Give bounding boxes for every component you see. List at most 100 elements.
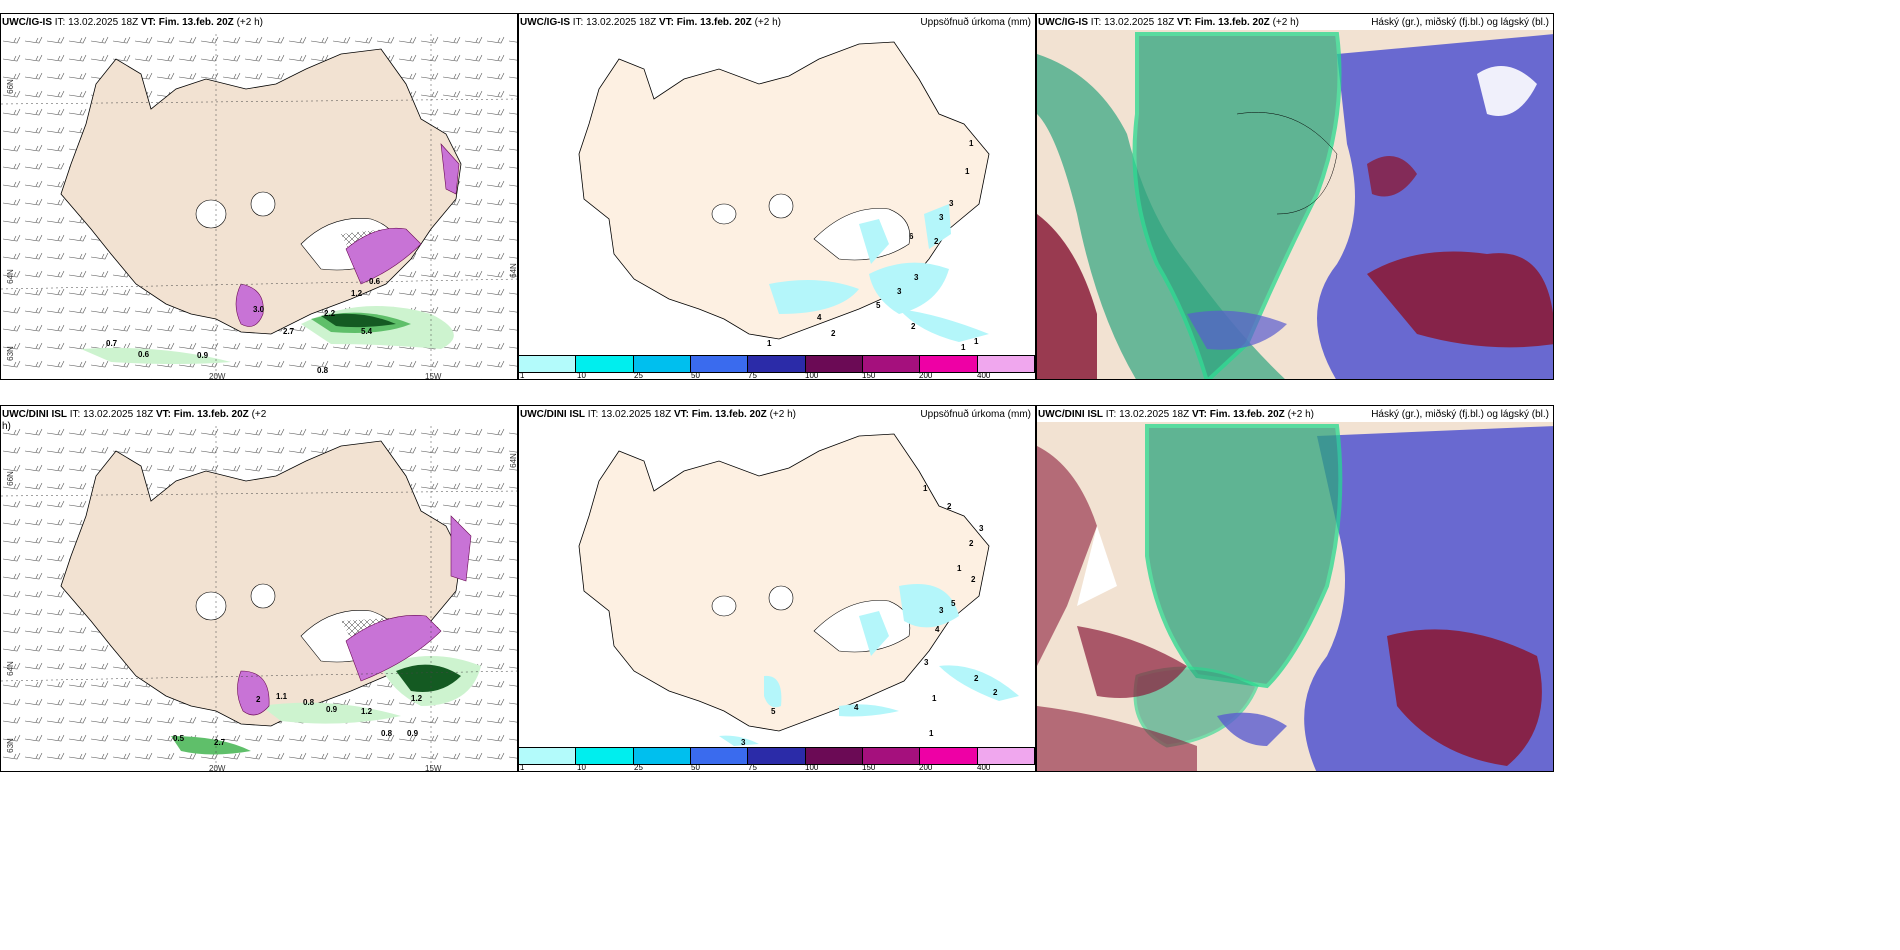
colorbar-ticks: 1 10 25 50 75 100 150 200 400 [519, 763, 1035, 772]
lon-label: 15W [425, 764, 442, 772]
value-label: 3 [914, 273, 919, 282]
precip-map: 1 1 3 3 6 2 3 3 5 2 1 4 2 1 1 [578, 41, 990, 352]
panel-variable: Háský (gr.), miðský (fj.bl.) og lágský (… [1371, 409, 1549, 420]
value-label: 5 [951, 599, 956, 608]
iceland-land [578, 433, 990, 732]
value-label: 2 [911, 322, 916, 331]
value-label: 3 [741, 738, 746, 746]
colorbar-bin [805, 748, 863, 764]
value-label: 2 [974, 674, 979, 683]
value-label: 4 [817, 313, 822, 322]
value-label: 4 [935, 625, 940, 634]
value-label: 2 [947, 502, 952, 511]
colorbar-tick: 1 [520, 371, 525, 380]
precip-map: 1 2 3 2 1 2 5 4 3 3 2 2 1 4 1 5 3 [578, 433, 1019, 746]
value-label: 0.9 [326, 705, 338, 714]
value-label: 1 [974, 337, 979, 346]
colorbar-tick: 150 [862, 763, 876, 772]
value-label: 3.0 [253, 305, 265, 314]
colorbar-ticks: 1 10 25 50 75 100 150 200 400 [519, 371, 1035, 380]
value-label: 1 [767, 339, 772, 348]
lat-label: 64N [5, 661, 15, 676]
value-label: 2.2 [324, 309, 336, 318]
value-label: 4 [854, 703, 859, 712]
lat-label: 64N [508, 453, 518, 468]
colorbar-tick: 25 [634, 763, 643, 772]
value-label: 0.8 [317, 366, 329, 375]
value-label: 2 [993, 688, 998, 697]
value-label: 1 [965, 167, 970, 176]
colorbar-bin [920, 748, 978, 764]
value-label: 5 [876, 301, 881, 310]
colorbar-tick: 10 [577, 763, 586, 772]
value-label: 3 [897, 287, 902, 296]
colorbar-tick: 100 [805, 763, 819, 772]
lat-label: 66N [5, 471, 15, 486]
panel-cloud-dini: UWC/DINI ISL IT: 13.02.2025 18Z VT: Fim.… [1036, 405, 1554, 772]
panel-variable: Uppsöfnuð úrkoma (mm) [920, 17, 1031, 28]
value-label: 1 [923, 484, 928, 493]
colorbar-tick: 25 [634, 371, 643, 380]
value-label: 3 [949, 199, 954, 208]
value-label: 0.6 [369, 277, 381, 286]
colorbar-tick: 50 [691, 763, 700, 772]
panel-precip-dini: UWC/DINI ISL IT: 13.02.2025 18Z VT: Fim.… [518, 405, 1036, 772]
value-label: 0.9 [407, 729, 419, 738]
lat-label: 63N [5, 738, 15, 753]
value-label: 3 [979, 524, 984, 533]
colorbar-bin [862, 356, 921, 372]
value-label: 6 [909, 232, 914, 241]
value-label: 1 [961, 343, 966, 352]
colorbar-tick: 200 [919, 371, 933, 380]
panel-cloud-igis: UWC/IG-IS IT: 13.02.2025 18Z VT: Fim. 13… [1036, 13, 1554, 380]
colorbar-bin [862, 748, 921, 764]
value-label: 3 [924, 658, 929, 667]
colorbar-tick: 200 [919, 763, 933, 772]
value-label: 2 [934, 237, 939, 246]
lon-label: 15W [425, 372, 442, 380]
value-label: 1 [929, 729, 934, 738]
value-label: 2 [831, 329, 836, 338]
panel-title: UWC/DINI ISL IT: 13.02.2025 18Z VT: Fim.… [1038, 409, 1314, 420]
colorbar-bin [519, 748, 577, 764]
value-label: 3 [939, 606, 944, 615]
wind-map: 3.0 2.7 0.7 0.6 0.9 0.8 0.6 1.2 5.4 2.2 [1, 30, 517, 379]
lat-label: 66N [5, 79, 15, 94]
colorbar-tick: 75 [748, 371, 757, 380]
lon-label: 20W [209, 764, 226, 772]
value-label: 1.2 [411, 694, 423, 703]
iceland-land [578, 41, 990, 340]
value-label: 0.8 [303, 698, 315, 707]
lat-label: 64N [5, 269, 15, 284]
cloud-map [1037, 422, 1553, 771]
panel-precip-igis: UWC/IG-IS IT: 13.02.2025 18Z VT: Fim. 13… [518, 13, 1036, 380]
colorbar-bin [690, 748, 749, 764]
colorbar-tick: 1 [520, 763, 525, 772]
lat-label: 63N [5, 346, 15, 361]
value-label: 1.2 [361, 707, 373, 716]
colorbar-bin [633, 356, 691, 372]
value-label: 5.4 [361, 327, 373, 336]
colorbar [519, 747, 1035, 765]
colorbar-tick: 400 [977, 371, 991, 380]
value-label: 2.7 [283, 327, 295, 336]
value-label: 1 [969, 139, 974, 148]
panel-title: UWC/IG-IS IT: 13.02.2025 18Z VT: Fim. 13… [520, 17, 781, 28]
value-label: 0.8 [381, 729, 393, 738]
value-label: 1 [932, 694, 937, 703]
value-label: 0.6 [138, 350, 150, 359]
value-label: 3 [939, 213, 944, 222]
value-label: 2 [969, 539, 974, 548]
colorbar-bin [576, 748, 634, 764]
panel-wind-igis: UWC/IG-IS IT: 13.02.2025 18Z VT: Fim. 13… [0, 13, 518, 380]
colorbar-bin [920, 356, 978, 372]
colorbar-tick: 10 [577, 371, 586, 380]
colorbar [519, 355, 1035, 373]
panel-title: UWC/DINI ISL IT: 13.02.2025 18Z VT: Fim.… [2, 409, 267, 432]
value-label: 1.1 [276, 692, 288, 701]
colorbar-bin [977, 748, 1035, 764]
panel-title: UWC/DINI ISL IT: 13.02.2025 18Z VT: Fim.… [520, 409, 796, 420]
colorbar-bin [690, 356, 749, 372]
panel-variable: Háský (gr.), miðský (fj.bl.) og lágský (… [1371, 17, 1549, 28]
colorbar-bin [576, 356, 634, 372]
